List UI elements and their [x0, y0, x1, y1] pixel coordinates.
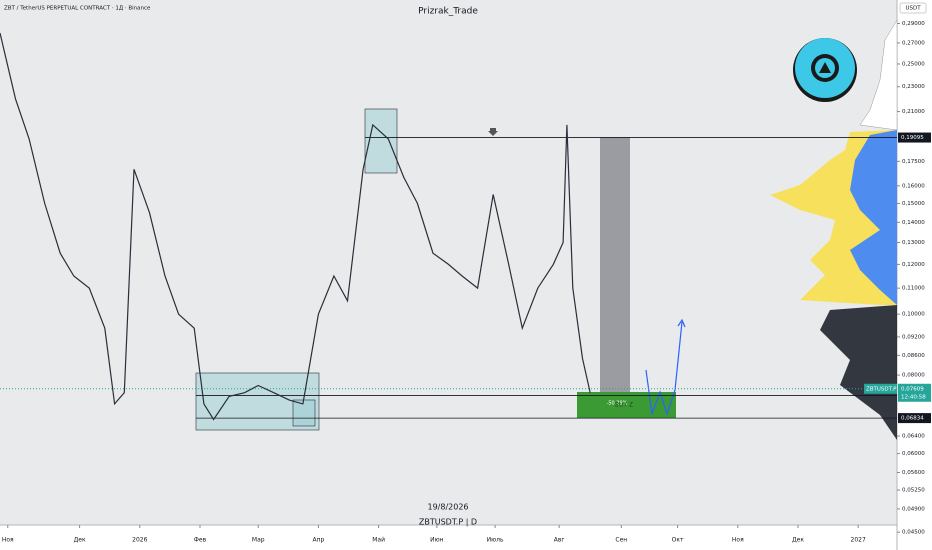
- x-tick-label: Апр: [312, 537, 324, 544]
- y-tick-label: 0,09200: [902, 334, 925, 340]
- y-tick-label: 0,23000: [902, 84, 925, 90]
- x-tick-label: Дек: [74, 537, 86, 544]
- last-price-label: 0,07609: [901, 386, 924, 392]
- y-tick-label: 0,29000: [902, 21, 925, 27]
- currency-box: [899, 2, 927, 14]
- level-label: 0,19095: [901, 135, 924, 141]
- y-tick-label: 0,08600: [902, 353, 925, 359]
- y-tick-label: 0,12000: [902, 262, 925, 268]
- y-tick-label: 0,11000: [902, 286, 925, 292]
- y-tick-label: 0,14000: [902, 220, 925, 226]
- y-tick-label: 0,04900: [902, 506, 925, 512]
- y-tick-label: 0,17500: [902, 159, 925, 165]
- y-tick-label: 0,05600: [902, 470, 925, 476]
- x-tick-label: Июль: [487, 537, 504, 544]
- currency: USDT: [905, 6, 921, 12]
- level-tag: [898, 413, 931, 424]
- y-tick-label: 0,27000: [902, 40, 925, 46]
- volume-profile-low: [820, 305, 897, 440]
- price-axis: [897, 0, 932, 550]
- author: Prizrak_Trade: [418, 7, 478, 17]
- countdown: 12:40:58: [901, 394, 926, 400]
- chart-pane: [0, 0, 897, 525]
- level-label: 0,06834: [901, 416, 924, 422]
- y-tick-label: 0,05250: [902, 488, 925, 494]
- x-tick-label: Мар: [252, 537, 265, 544]
- x-tick-label: Ноя: [2, 537, 14, 544]
- y-tick-label: 0,10000: [902, 312, 925, 318]
- drop-range: [600, 137, 630, 392]
- volume-profile-top: [859, 19, 898, 131]
- x-tick-label: Сен: [615, 537, 627, 544]
- y-tick-label: 0,15000: [902, 201, 925, 207]
- x-tick-label: 2026: [132, 537, 147, 544]
- x-tick-label: Июн: [430, 537, 444, 544]
- x-tick-label: Авг: [554, 537, 565, 544]
- y-tick-label: 0,25000: [902, 61, 925, 67]
- y-tick-label: 0,13000: [902, 240, 925, 246]
- distribution-box: [364, 108, 398, 174]
- y-tick-label: 0,21000: [902, 109, 925, 115]
- x-tick-label: 2027: [851, 537, 866, 544]
- zone-label: BUY Z: [615, 402, 633, 409]
- symbol-title: ZBT / TetherUS PERPETUAL CONTRACT · 1Д ·…: [4, 6, 151, 12]
- x-tick-label: Окт: [672, 537, 684, 544]
- y-tick-label: 0,06400: [902, 434, 925, 440]
- marker-arrow: [488, 128, 498, 136]
- x-tick-label: Май: [372, 537, 385, 544]
- projection-arrow: [645, 318, 686, 416]
- x-tick-label: Фев: [194, 537, 207, 544]
- x-tick-label: Дек: [792, 537, 804, 544]
- y-tick-label: 0,08000: [902, 373, 925, 379]
- x-tick-label: Ноя: [732, 537, 744, 544]
- y-tick-label: 0,04500: [902, 530, 925, 536]
- symbol-tag-label: ZBTUSDT.P: [866, 386, 897, 392]
- y-tick-label: 0,06000: [902, 451, 925, 457]
- price-line: [0, 32, 591, 421]
- small-box: [292, 399, 316, 427]
- volume-profile-buy: [850, 130, 897, 305]
- date-watermark: 19/8/2026: [427, 503, 468, 512]
- level-tag: [898, 132, 931, 143]
- symbol-tag: [864, 383, 897, 394]
- y-tick-label: 0,16000: [902, 183, 925, 189]
- logo: [793, 38, 857, 102]
- change-label: -50,29%: [607, 401, 628, 407]
- ticker-watermark: ZBTUSDT.P | D: [419, 518, 477, 527]
- last-price-tag: [898, 383, 931, 402]
- time-axis: [0, 525, 897, 550]
- buy-zone: [577, 392, 676, 418]
